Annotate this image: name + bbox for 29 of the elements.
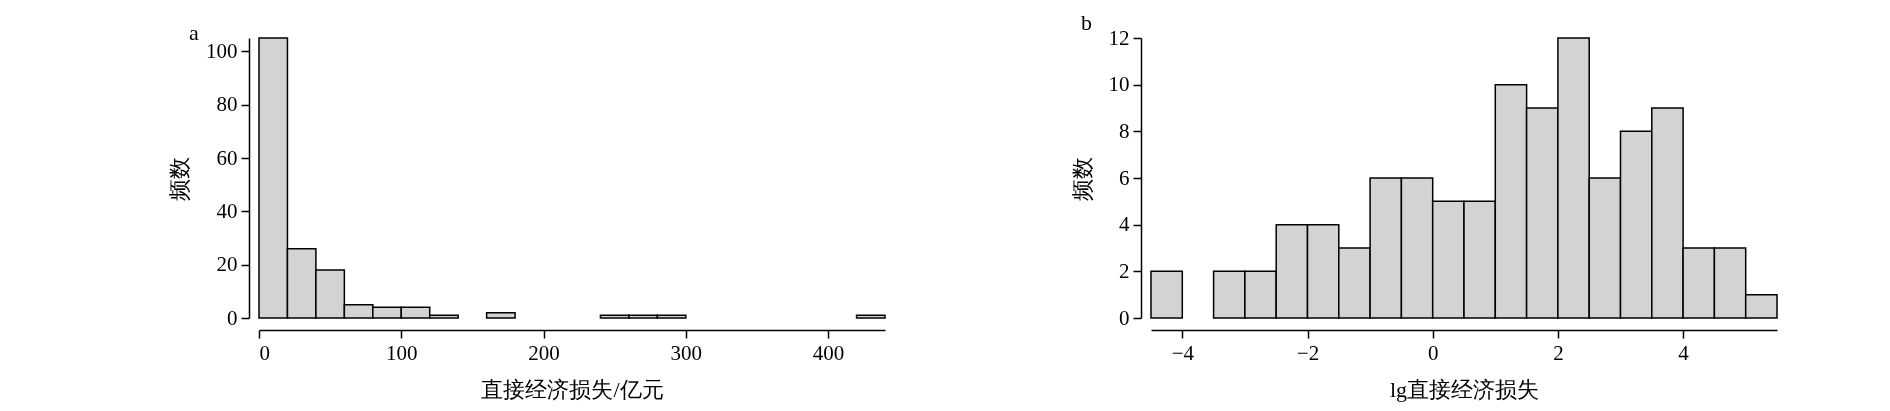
y-tick-label: 4 xyxy=(1119,212,1130,237)
y-tick-label: 0 xyxy=(227,305,238,330)
x-tick-label: 0 xyxy=(259,340,270,365)
x-tick-label: 4 xyxy=(1678,340,1690,365)
x-tick-label: 0 xyxy=(1427,340,1439,365)
x-tick-label: 100 xyxy=(386,340,418,365)
x-tick-label: −2 xyxy=(1296,340,1320,365)
y-tick-label: 12 xyxy=(1108,25,1130,50)
x-axis-title: lg直接经济损失 xyxy=(1389,376,1540,402)
x-tick-label: 400 xyxy=(812,340,845,365)
x-axis-title: 直接经济损失/亿元 xyxy=(481,376,664,402)
y-tick-label: 40 xyxy=(216,198,238,223)
y-tick-label: 6 xyxy=(1119,165,1130,190)
y-tick-label: 80 xyxy=(216,92,238,117)
chart-title: a xyxy=(189,20,199,46)
y-axis-title: 频数 xyxy=(1069,156,1095,201)
x-tick-label: −4 xyxy=(1171,340,1195,365)
x-tick-label: 200 xyxy=(528,340,560,365)
y-tick-label: 0 xyxy=(1119,305,1130,330)
y-axis-title: 频数 xyxy=(167,156,192,201)
y-tick-label: 60 xyxy=(216,145,238,170)
x-tick-label: 2 xyxy=(1553,340,1564,365)
y-tick-label: 10 xyxy=(1108,72,1130,97)
x-tick-label: 300 xyxy=(670,340,703,365)
y-tick-label: 2 xyxy=(1119,258,1130,283)
y-tick-label: 8 xyxy=(1119,118,1130,143)
chart-title: b xyxy=(1081,10,1092,35)
y-tick-label: 20 xyxy=(216,252,238,277)
y-tick-label: 100 xyxy=(206,38,238,63)
